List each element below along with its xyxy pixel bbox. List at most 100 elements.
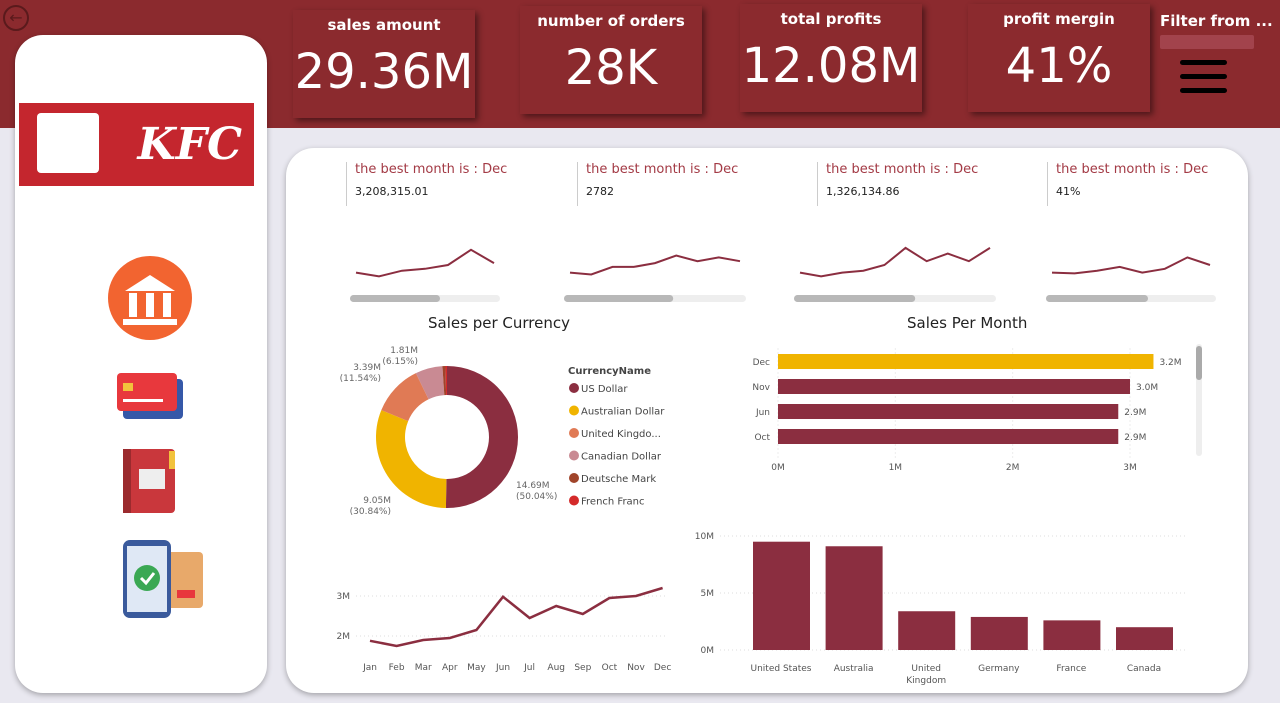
sparkline-scroll-thumb bbox=[564, 295, 674, 302]
y-tick-label: 10M bbox=[695, 532, 714, 542]
y-tick-label: 0M bbox=[701, 646, 715, 656]
y-tick-label: 5M bbox=[701, 589, 715, 599]
filter-slicer[interactable] bbox=[1160, 35, 1254, 49]
legend-item: United Kingdo... bbox=[581, 429, 661, 440]
legend-title: CurrencyName bbox=[568, 366, 651, 377]
x-tick-label: Australia bbox=[834, 664, 874, 674]
sidebar: KFC bbox=[15, 35, 267, 693]
sparkline bbox=[799, 246, 991, 278]
month-chart-title: Sales Per Month bbox=[907, 314, 1028, 332]
kpi-sales-amount: sales amount 29.36M bbox=[293, 10, 475, 118]
y-tick-label: 2M bbox=[337, 632, 351, 642]
currency-chart-title: Sales per Currency bbox=[428, 314, 570, 332]
x-tick-label: 1M bbox=[889, 463, 903, 473]
filter-panel[interactable]: Filter from ... bbox=[1160, 12, 1273, 49]
bar-data-label: 2.9M bbox=[1124, 433, 1146, 443]
donut-slice-2 bbox=[381, 373, 429, 422]
sparkline-scroll-thumb bbox=[794, 295, 916, 302]
best-month-card: the best month is : Dec 3,208,315.01 bbox=[346, 162, 507, 206]
x-tick-label: 2M bbox=[1006, 463, 1020, 473]
menu-icon[interactable] bbox=[1180, 60, 1227, 102]
bank-book-icon[interactable] bbox=[121, 447, 179, 517]
x-tick-label: Dec bbox=[654, 663, 671, 673]
best-month-value: 1,326,134.86 bbox=[826, 185, 900, 198]
charts-canvas: 14.69M(50.04%) 9.05M(30.84%) 3.39M(11.54%)… bbox=[337, 246, 1216, 686]
kpi-value: 41% bbox=[1005, 38, 1113, 94]
kpi-value: 12.08M bbox=[741, 38, 921, 94]
kpi-profits: total profits 12.08M bbox=[740, 4, 922, 112]
x-tick-label: Nov bbox=[627, 663, 645, 673]
best-month-card: the best month is : Dec 41% bbox=[1047, 162, 1208, 206]
legend-marker bbox=[569, 383, 579, 393]
kpi-title: number of orders bbox=[537, 12, 685, 30]
x-tick-label: Jan bbox=[362, 663, 377, 673]
best-month-value: 3,208,315.01 bbox=[355, 185, 429, 198]
donut-slice-0 bbox=[445, 366, 519, 509]
bank-icon[interactable] bbox=[107, 255, 193, 341]
donut-data-label: (50.04%) bbox=[516, 492, 557, 502]
x-tick-label: Canada bbox=[1127, 664, 1161, 674]
legend-marker bbox=[569, 473, 579, 483]
kpi-value: 28K bbox=[564, 40, 658, 96]
logo-text: KFC bbox=[137, 119, 243, 170]
x-tick-label: Jun bbox=[495, 663, 510, 673]
bar-data-label: 2.9M bbox=[1124, 408, 1146, 418]
donut-data-label: (30.84%) bbox=[350, 507, 391, 517]
best-month-label: the best month is : Dec bbox=[826, 162, 979, 177]
donut-data-label: (6.15%) bbox=[382, 357, 418, 367]
donut-data-label: 1.81M bbox=[390, 346, 418, 356]
donut-slice-4 bbox=[442, 366, 447, 396]
best-month-label: the best month is : Dec bbox=[355, 162, 508, 177]
sparkline-scroll-thumb bbox=[1046, 295, 1148, 302]
sparkline bbox=[1051, 256, 1211, 275]
bar-Dec bbox=[778, 354, 1154, 369]
legend-item: Australian Dollar bbox=[581, 407, 665, 418]
sparkline bbox=[569, 254, 741, 276]
x-tick-label: United bbox=[911, 664, 941, 674]
donut-data-label: 3.39M bbox=[353, 363, 381, 373]
best-month-value: 2782 bbox=[586, 185, 614, 198]
y-tick-label: Oct bbox=[754, 433, 770, 443]
sparkline-scroll-thumb bbox=[350, 295, 440, 302]
bar-United Kingdom bbox=[898, 611, 956, 650]
legend-marker bbox=[569, 495, 579, 506]
bar-data-label: 3.2M bbox=[1159, 358, 1181, 368]
donut-data-label: 14.69M bbox=[516, 481, 550, 491]
credit-card-icon[interactable] bbox=[115, 371, 185, 421]
x-tick-label: Germany bbox=[978, 664, 1020, 674]
best-month-label: the best month is : Dec bbox=[586, 162, 739, 177]
bar-France bbox=[1043, 620, 1101, 650]
back-button[interactable]: ← bbox=[3, 5, 29, 31]
kpi-orders: number of orders 28K bbox=[520, 6, 702, 114]
kpi-value: 29.36M bbox=[294, 44, 474, 100]
sparkline bbox=[355, 248, 495, 278]
bar-United States bbox=[753, 541, 810, 650]
kpi-title: profit mergin bbox=[1003, 10, 1115, 28]
y-tick-label: 3M bbox=[337, 592, 351, 602]
x-tick-label: Oct bbox=[602, 663, 618, 673]
y-tick-label: Jun bbox=[755, 408, 770, 418]
x-tick-label: Jul bbox=[523, 663, 535, 673]
legend-marker bbox=[569, 450, 579, 461]
donut-slice-1 bbox=[375, 410, 447, 508]
x-tick-label: Feb bbox=[389, 663, 405, 673]
best-month-label: the best month is : Dec bbox=[1056, 162, 1209, 177]
best-month-card: the best month is : Dec 2782 bbox=[577, 162, 738, 206]
legend-item: US Dollar bbox=[581, 384, 628, 395]
sales-line bbox=[369, 586, 663, 648]
donut-slice-3 bbox=[415, 366, 445, 400]
main-panel: the best month is : Dec 3,208,315.01 the … bbox=[286, 148, 1248, 693]
scrollbar-thumb bbox=[1196, 346, 1202, 380]
donut-slice-5 bbox=[445, 366, 447, 396]
y-tick-label: Nov bbox=[752, 383, 770, 393]
best-month-value: 41% bbox=[1056, 185, 1081, 198]
filter-label: Filter from ... bbox=[1160, 12, 1273, 30]
x-tick-label: 0M bbox=[771, 463, 785, 473]
y-tick-label: Dec bbox=[753, 358, 770, 368]
x-tick-label: France bbox=[1056, 664, 1086, 674]
donut-data-label: (11.54%) bbox=[340, 374, 381, 384]
x-tick-label: Apr bbox=[442, 663, 458, 673]
mobile-payment-icon[interactable] bbox=[121, 538, 205, 620]
x-tick-label: Sep bbox=[574, 663, 591, 673]
donut-data-label: 9.05M bbox=[363, 496, 391, 506]
